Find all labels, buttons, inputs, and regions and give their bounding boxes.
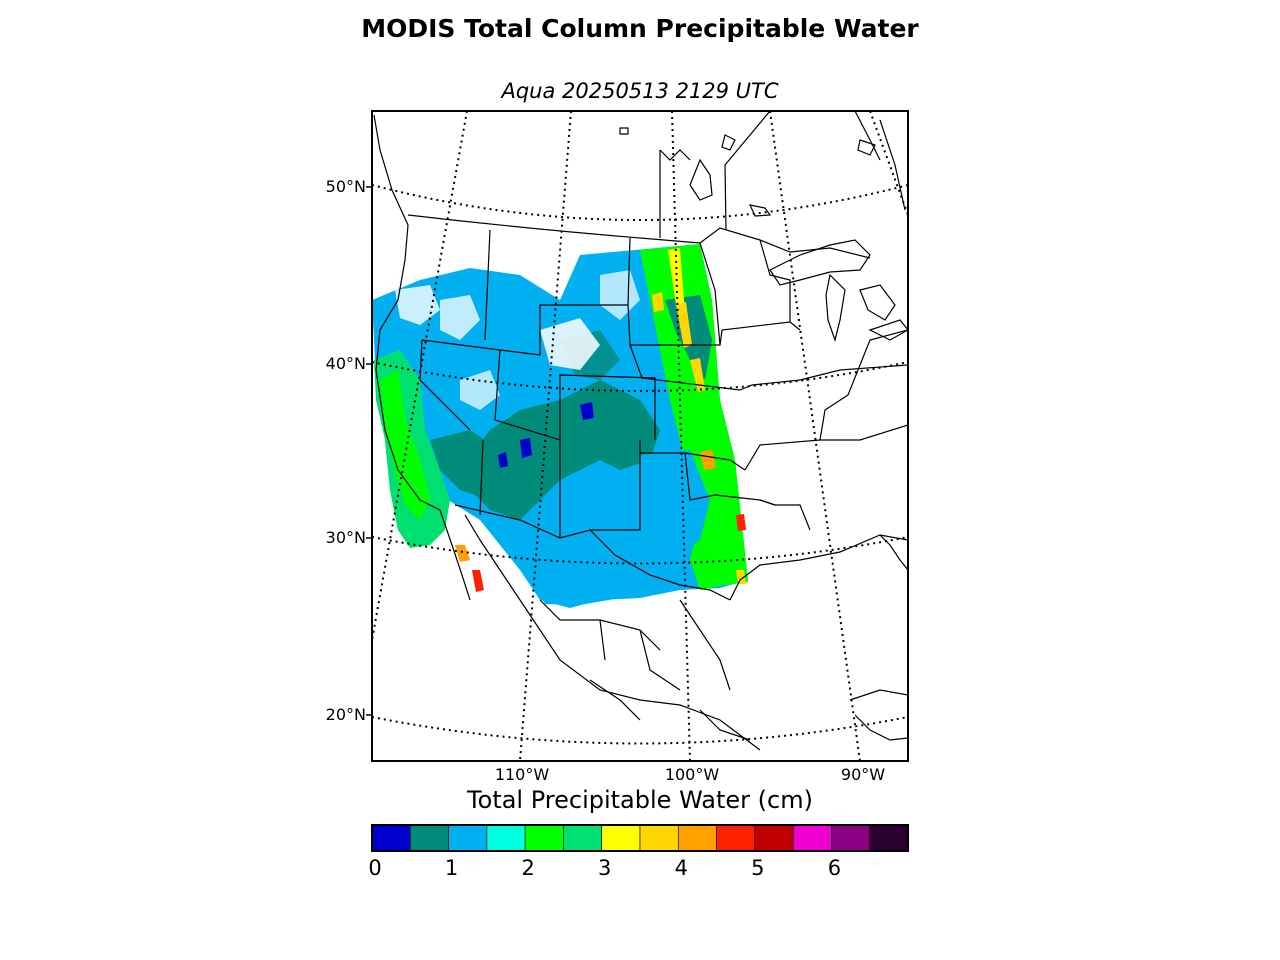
colorbar-tick-label: 4 (674, 856, 688, 880)
chart-subtitle: Aqua 20250513 2129 UTC (501, 79, 779, 103)
colorbar-segment (409, 824, 449, 852)
lat-label-30n: 30°N (325, 528, 366, 547)
colorbar-title: Total Precipitable Water (cm) (467, 786, 813, 814)
colorbar-segment (831, 824, 871, 852)
lat-label-20n: 20°N (325, 705, 366, 724)
lon-label-90w: 90°W (840, 765, 886, 784)
colorbar-segment (677, 824, 717, 852)
colorbar-segment (869, 824, 909, 852)
colorbar-segment (524, 824, 564, 852)
colorbar-tick-label: 3 (598, 856, 612, 880)
lat-label-40n: 40°N (325, 354, 366, 373)
colorbar-segment (754, 824, 794, 852)
colorbar-border (371, 824, 909, 852)
lat-label-50n: 50°N (325, 177, 366, 196)
colorbar-segment (563, 824, 603, 852)
boundaries (373, 111, 908, 751)
chart-title: MODIS Total Column Precipitable Water (361, 14, 919, 43)
colorbar-segment (792, 824, 832, 852)
colorbar-segment (716, 824, 756, 852)
lon-label-100w: 100°W (664, 765, 720, 784)
colorbar-segment (601, 824, 641, 852)
colorbar-segment (448, 824, 488, 852)
colorbar-segment (486, 824, 526, 852)
colorbar-tick-label: 2 (521, 856, 535, 880)
colorbar-tick-label: 6 (827, 856, 842, 880)
colorbar-tick-label: 1 (444, 856, 459, 880)
colorbar-tick-label: 5 (751, 856, 765, 880)
colorbar-segment (371, 824, 411, 852)
map-frame (371, 110, 909, 762)
lon-label-110w: 110°W (494, 765, 550, 784)
colorbar (371, 824, 909, 852)
colorbar-tick-label: 0 (368, 856, 382, 880)
colorbar-segment (639, 824, 679, 852)
